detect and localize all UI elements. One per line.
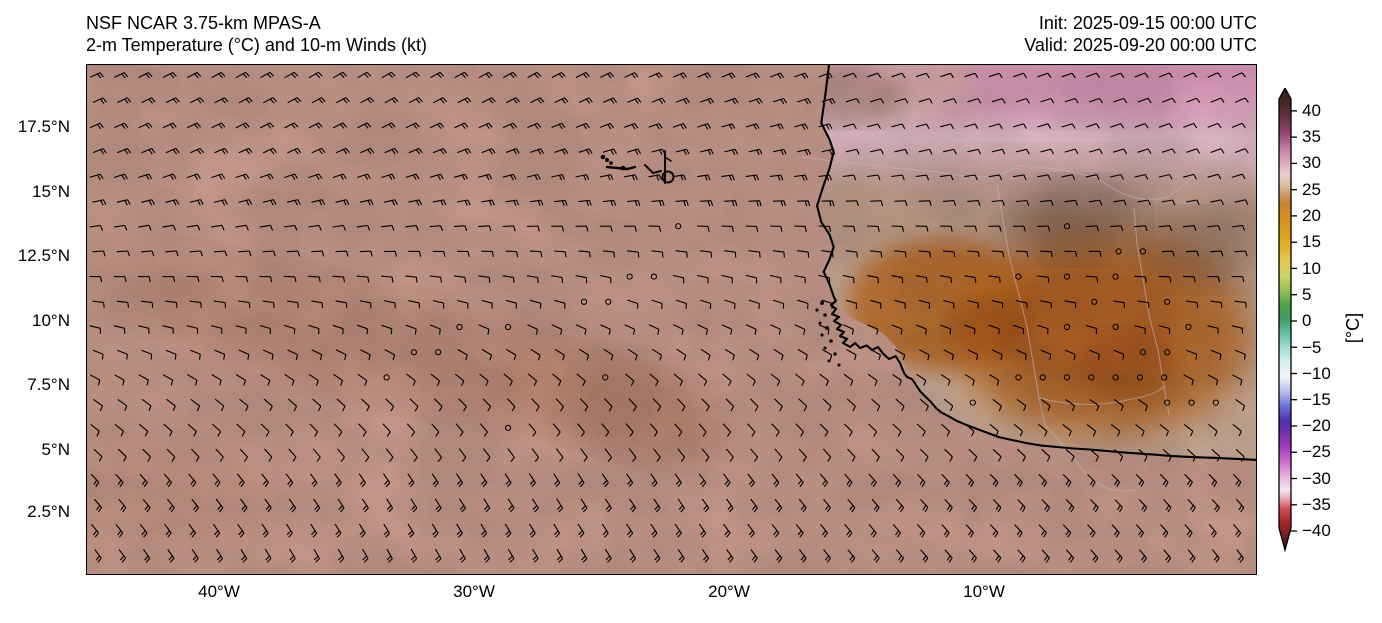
- svg-text:25: 25: [1302, 180, 1321, 199]
- svg-text:−5: −5: [1302, 338, 1321, 357]
- svg-text:−10: −10: [1302, 364, 1331, 383]
- svg-text:−40: −40: [1302, 521, 1331, 540]
- svg-text:[°C]: [°C]: [1343, 313, 1363, 343]
- svg-text:30: 30: [1302, 153, 1321, 172]
- svg-text:20: 20: [1302, 206, 1321, 225]
- svg-text:−25: −25: [1302, 442, 1331, 461]
- svg-text:35: 35: [1302, 127, 1321, 146]
- svg-text:−35: −35: [1302, 495, 1331, 514]
- svg-text:−15: −15: [1302, 390, 1331, 409]
- svg-text:10: 10: [1302, 259, 1321, 278]
- svg-text:0: 0: [1302, 311, 1311, 330]
- svg-text:−20: −20: [1302, 416, 1331, 435]
- svg-text:40: 40: [1302, 101, 1321, 120]
- svg-text:−30: −30: [1302, 469, 1331, 488]
- svg-text:15: 15: [1302, 232, 1321, 251]
- svg-text:5: 5: [1302, 285, 1311, 304]
